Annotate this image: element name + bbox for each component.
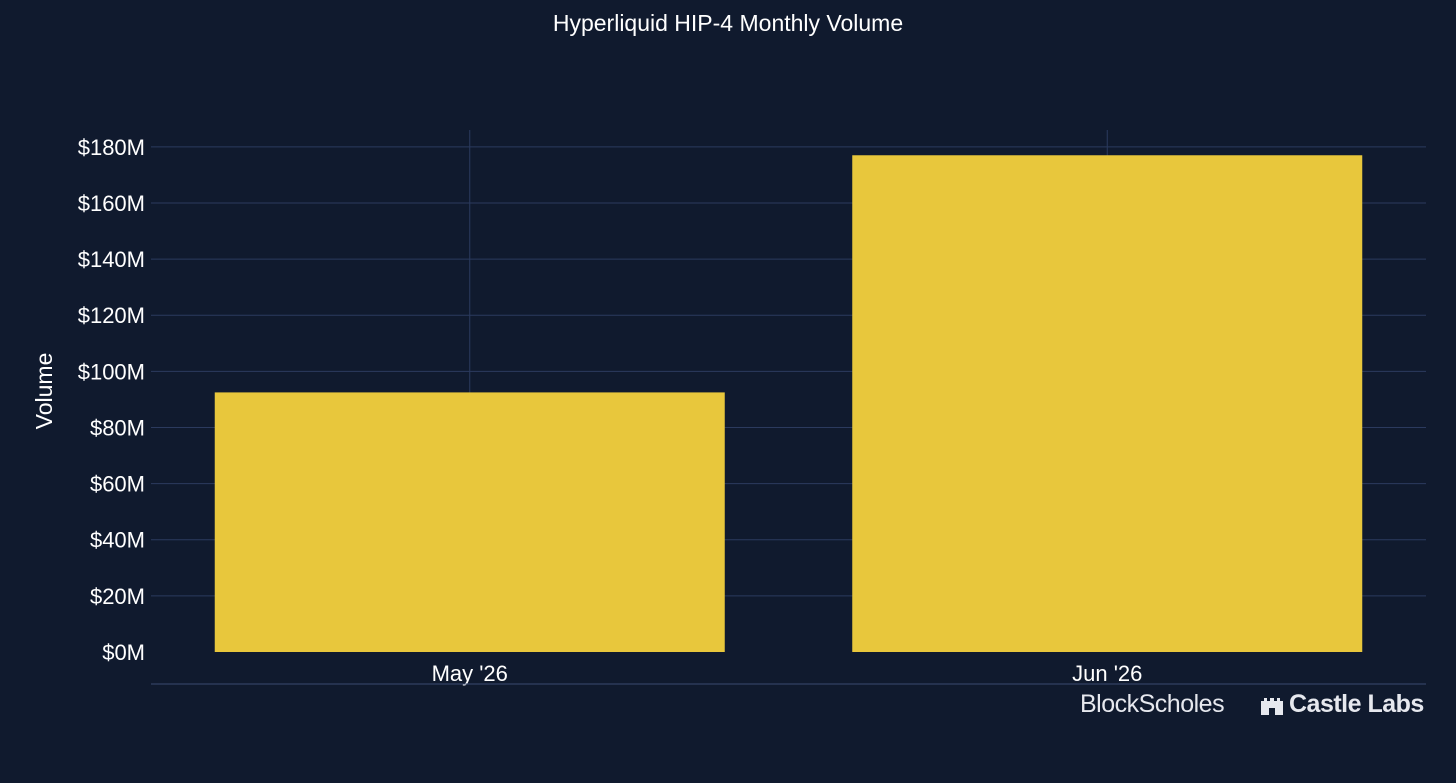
castlelabs-label: Castle Labs [1289, 690, 1424, 718]
x-tick-label: May '26 [432, 661, 508, 686]
y-tick-label: $0M [102, 640, 145, 665]
y-tick-label: $20M [90, 584, 145, 609]
blockscholes-logo: BlockScholes [1080, 690, 1225, 718]
y-tick-label: $100M [78, 359, 145, 384]
y-tick-labels: $0M $20M $40M $60M $80M $100M $120M $140M $160M $… [78, 135, 145, 665]
y-tick-label: $160M [78, 191, 145, 216]
y-tick-label: $40M [90, 528, 145, 553]
bars [214, 155, 1363, 653]
y-tick-label: $120M [78, 303, 145, 328]
bar [852, 155, 1363, 653]
y-tick-label: $80M [90, 415, 145, 440]
chart-title: Hyperliquid HIP-4 Monthly Volume [552, 10, 904, 36]
y-axis-title: Volume [31, 353, 57, 430]
y-tick-label: $60M [90, 472, 145, 497]
castlelabs-logo: Castle Labs [1260, 690, 1424, 719]
x-tick-labels: May '26 Jun '26 [432, 661, 1143, 686]
bar [214, 392, 725, 652]
y-tick-label: $140M [78, 247, 145, 272]
x-tick-label: Jun '26 [1072, 661, 1142, 686]
castle-icon [1261, 697, 1283, 715]
y-tick-label: $180M [78, 135, 145, 160]
